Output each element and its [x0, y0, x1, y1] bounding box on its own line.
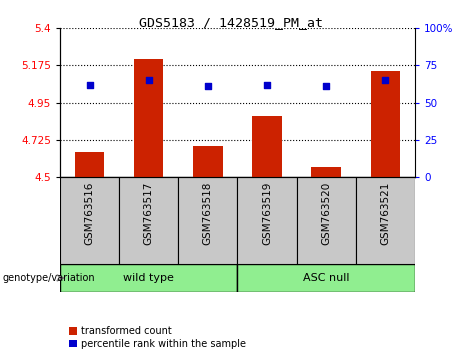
Text: GSM763517: GSM763517: [144, 181, 154, 245]
Bar: [311, 167, 341, 177]
Bar: [296, 177, 356, 264]
Text: GSM763516: GSM763516: [84, 181, 95, 245]
Text: GSM763519: GSM763519: [262, 181, 272, 245]
Point: [145, 78, 152, 83]
Text: GSM763520: GSM763520: [321, 181, 331, 245]
Point: [382, 78, 389, 83]
Bar: [60, 264, 237, 292]
Bar: [356, 177, 415, 264]
Bar: [119, 177, 178, 264]
Bar: [134, 59, 164, 177]
Text: GSM763521: GSM763521: [380, 181, 390, 245]
Bar: [371, 71, 400, 177]
Bar: [178, 177, 237, 264]
Bar: [237, 177, 296, 264]
Point: [322, 84, 330, 89]
Bar: [75, 152, 104, 177]
Point: [204, 84, 212, 89]
Text: genotype/variation: genotype/variation: [2, 273, 95, 283]
Text: ASC null: ASC null: [303, 273, 349, 283]
Legend: transformed count, percentile rank within the sample: transformed count, percentile rank withi…: [70, 326, 246, 349]
Bar: [60, 177, 119, 264]
Point: [86, 82, 93, 88]
Bar: [237, 264, 415, 292]
Bar: [193, 145, 223, 177]
Text: GSM763518: GSM763518: [203, 181, 213, 245]
Text: GDS5183 / 1428519_PM_at: GDS5183 / 1428519_PM_at: [138, 16, 323, 29]
Text: wild type: wild type: [123, 273, 174, 283]
Bar: [252, 116, 282, 177]
Point: [263, 82, 271, 88]
